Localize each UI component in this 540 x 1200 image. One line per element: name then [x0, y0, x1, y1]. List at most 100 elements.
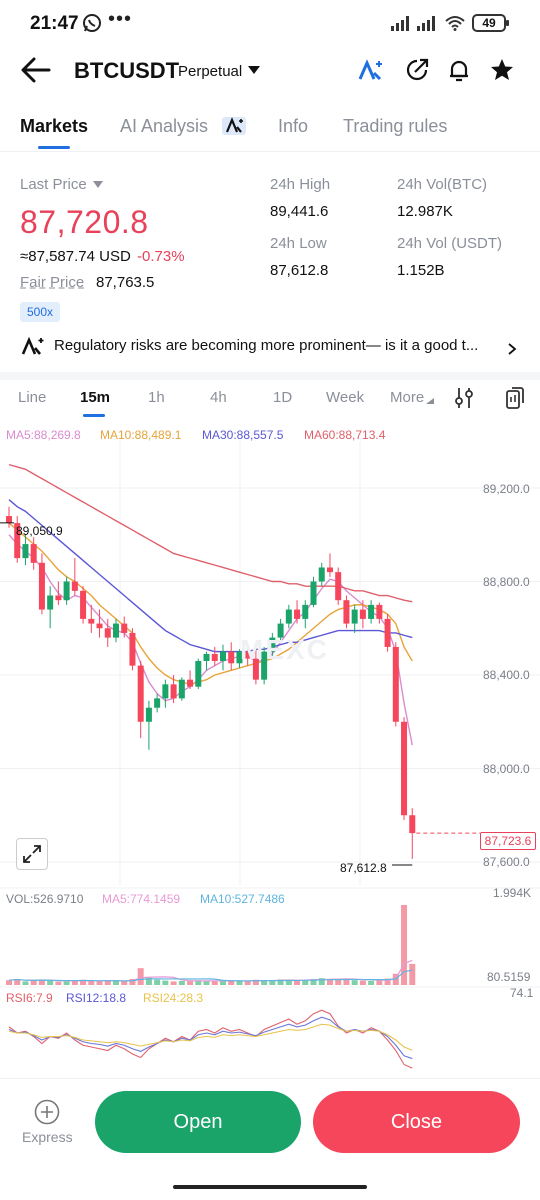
candle-body	[409, 815, 416, 834]
ma60-line	[8, 463, 413, 603]
last-price-caret-icon[interactable]	[93, 181, 103, 188]
header-bar: BTCUSDT Perpetual	[0, 46, 540, 96]
tab-ai-analysis[interactable]: AI Analysis	[120, 116, 209, 136]
y-tick-label: 88,400.0	[483, 668, 530, 682]
symbol-title[interactable]: BTCUSDT	[74, 58, 180, 83]
more-caret-icon[interactable]	[426, 398, 434, 404]
contract-type[interactable]: Perpetual	[178, 63, 243, 80]
candle-body	[236, 651, 243, 664]
candle-body	[104, 628, 111, 638]
volume-bar	[409, 963, 416, 985]
timeframe-1h[interactable]: 1h	[148, 389, 165, 406]
volume-bar	[112, 980, 119, 985]
signal-icon	[391, 16, 409, 31]
volume-ma5-legend: MA5:774.1459	[102, 892, 181, 906]
candle-body	[38, 562, 45, 610]
ai-assistant-icon[interactable]	[358, 57, 384, 83]
timeframe-more[interactable]: More	[390, 389, 425, 406]
ma30-legend: MA30:88,557.5	[202, 428, 284, 442]
volume-bar	[219, 980, 226, 985]
favorite-star-icon[interactable]	[489, 57, 515, 83]
timeframe-15m[interactable]: 15m	[80, 389, 111, 406]
volume-bar	[55, 981, 62, 985]
main-tabs: Markets AI Analysis Info Trading rules	[0, 96, 540, 152]
low-24h-value: 87,612.8	[270, 262, 329, 279]
share-icon[interactable]	[404, 57, 430, 83]
candle-body	[310, 581, 317, 605]
timeframe-week[interactable]: Week	[326, 389, 365, 406]
volume-bar	[326, 979, 333, 985]
volume-bar	[318, 978, 325, 985]
express-plus-icon[interactable]	[34, 1099, 60, 1125]
back-arrow-icon[interactable]	[20, 56, 52, 84]
timeframe-4h[interactable]: 4h	[210, 389, 227, 406]
candle-body	[22, 544, 29, 559]
candle-body	[187, 679, 194, 687]
ma10-legend: MA10:88,489.1	[100, 428, 182, 442]
chart-layout-icon[interactable]	[504, 385, 526, 411]
candle-body	[170, 684, 177, 699]
tab-markets[interactable]: Markets	[20, 116, 89, 136]
news-text[interactable]: Regulatory risks are becoming more promi…	[54, 337, 479, 354]
timeframe-1d[interactable]: 1D	[273, 389, 293, 406]
volume-bar	[63, 981, 70, 985]
rsi24-legend: RSI24:28.3	[143, 991, 204, 1005]
price-change-percent: -0.73%	[137, 248, 185, 265]
volume-bar	[137, 968, 144, 985]
volume-bar	[6, 980, 12, 985]
candle-body	[359, 609, 366, 619]
candle-body	[376, 604, 383, 619]
candle-body	[80, 590, 87, 619]
fullscreen-button[interactable]	[16, 838, 48, 870]
vol-btc-label: 24h Vol(BTC)	[397, 176, 488, 193]
volume-bar	[71, 980, 78, 985]
volume-bar	[384, 978, 391, 985]
volume-bar	[401, 905, 408, 985]
rsi12-legend: RSI12:18.8	[66, 991, 127, 1005]
candle-body	[71, 581, 78, 591]
y-tick-label: 89,200.0	[483, 482, 530, 496]
chevron-right-icon[interactable]	[507, 342, 517, 356]
candle-body	[252, 658, 259, 680]
open-position-button[interactable]: Open	[95, 1091, 301, 1153]
close-position-button[interactable]: Close	[313, 1091, 520, 1153]
candle-body	[112, 623, 119, 638]
express-label[interactable]: Express	[22, 1129, 73, 1145]
news-ticker[interactable]: Regulatory risks are becoming more promi…	[20, 334, 525, 360]
signal-icon-2	[417, 16, 435, 31]
candle-body	[30, 544, 37, 563]
volume-bar	[211, 981, 218, 985]
volume-bar	[228, 980, 235, 985]
caret-down-icon[interactable]	[247, 65, 261, 75]
bell-icon[interactable]	[446, 57, 472, 83]
candle-body	[326, 567, 333, 573]
timeframe-line[interactable]: Line	[18, 389, 47, 406]
candle-body	[294, 609, 301, 619]
high-marker-label: 89,050.9	[16, 524, 63, 538]
candlestick-chart[interactable]	[0, 440, 540, 1076]
volume-bar	[14, 978, 21, 985]
tab-info[interactable]: Info	[278, 116, 309, 136]
volume-bar	[170, 981, 177, 985]
last-price-label[interactable]: Last Price	[20, 176, 87, 193]
ma5-line	[8, 534, 413, 746]
fair-price-value: 87,763.5	[96, 274, 155, 291]
status-time: 21:47	[30, 13, 79, 34]
candle-body	[162, 684, 169, 699]
candle-body	[47, 595, 54, 610]
volume-bar	[285, 980, 292, 985]
ma5-legend: MA5:88,269.8	[6, 428, 81, 442]
volume-min-label: 80.5159	[487, 970, 531, 984]
notification-dots: •••	[108, 8, 133, 30]
tab-trading-rules[interactable]: Trading rules	[343, 116, 448, 136]
candle-body	[96, 623, 103, 629]
indicator-settings-icon[interactable]	[454, 386, 474, 410]
vol-usdt-label: 24h Vol (USDT)	[397, 235, 503, 252]
fair-price-label[interactable]: Fair Price	[20, 274, 85, 291]
candle-body	[137, 665, 144, 722]
candle-body	[244, 651, 251, 659]
candle-body	[203, 653, 210, 661]
volume-bar	[162, 980, 169, 985]
volume-bar	[310, 978, 317, 985]
